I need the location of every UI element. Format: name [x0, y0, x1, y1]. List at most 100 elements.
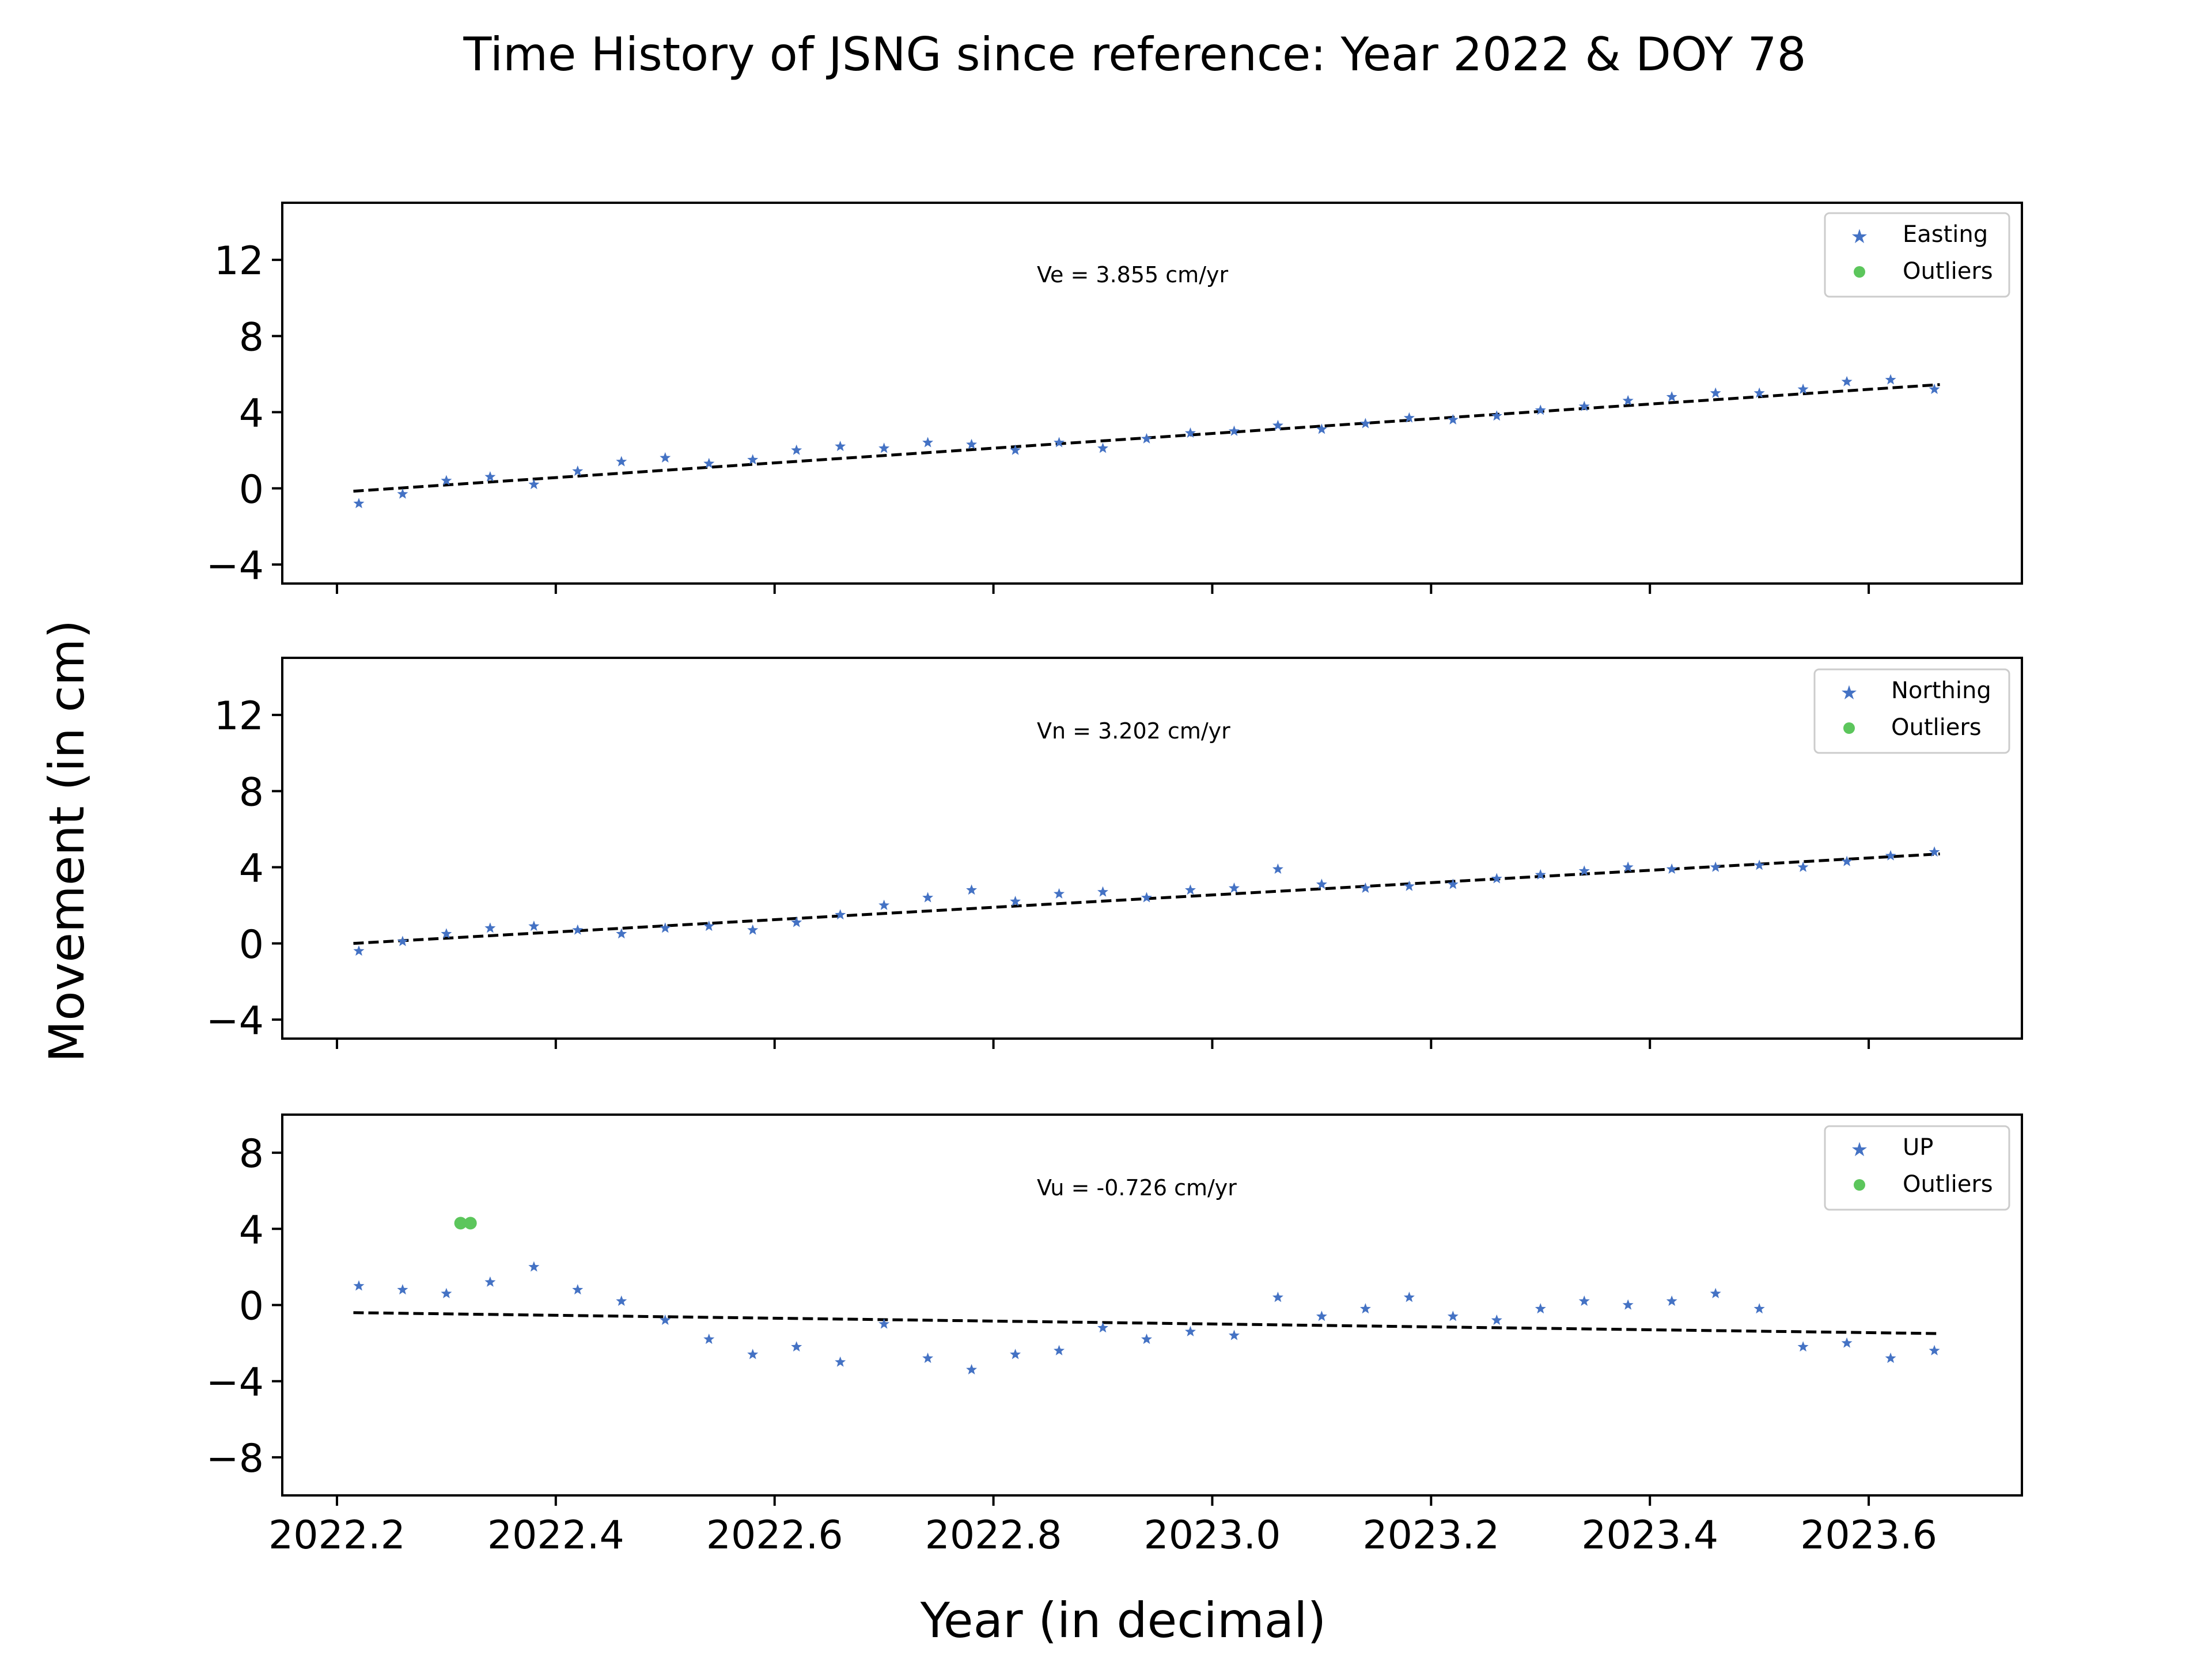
data-point — [660, 1314, 671, 1325]
data-point — [878, 899, 890, 910]
data-point — [966, 884, 978, 895]
data-point — [835, 909, 846, 920]
data-point — [1097, 1322, 1108, 1333]
x-ticks — [335, 584, 1870, 594]
data-point — [441, 928, 452, 939]
legend-dot-icon — [1843, 722, 1855, 734]
legend-label-outliers: Outliers — [1903, 1171, 1993, 1198]
data-point — [616, 1295, 627, 1306]
data-point — [1885, 1353, 1896, 1363]
data-point — [1491, 410, 1502, 421]
x-tick-label: 2023.2 — [1362, 1513, 1499, 1558]
data-point — [1797, 383, 1809, 394]
x-tick-label: 2023.0 — [1143, 1513, 1281, 1558]
data-point — [528, 479, 540, 490]
y-tick-label: −4 — [206, 1360, 264, 1406]
data-point — [1885, 374, 1896, 385]
x-ticks: 2022.2 2022.4 2022.6 2022.8 2023.0 2023.2 2023… — [268, 1495, 1937, 1558]
data-point — [1929, 383, 1940, 394]
y-tick-label: 4 — [239, 1207, 264, 1253]
legend-box — [1824, 1125, 2010, 1211]
data-point — [1491, 873, 1502, 884]
legend-dot-icon — [1854, 1179, 1865, 1191]
y-tick-label: 4 — [239, 391, 264, 437]
data-point — [660, 922, 671, 933]
data-point — [528, 1261, 540, 1272]
data-point — [1666, 391, 1677, 402]
data-point — [922, 437, 934, 448]
data-point — [1185, 427, 1196, 438]
data-point — [1054, 888, 1065, 899]
data-point — [1359, 882, 1371, 893]
data-point — [1403, 880, 1415, 891]
data-point — [1010, 444, 1021, 455]
data-point — [1841, 1337, 1853, 1348]
data-point — [1316, 1310, 1327, 1321]
data-point — [1097, 442, 1108, 453]
trend-line — [353, 1311, 1940, 1335]
data-point — [1535, 869, 1546, 880]
data-point — [1141, 433, 1152, 444]
y-ticks: −4 0 4 8 12 — [206, 238, 282, 589]
data-point — [791, 1341, 802, 1352]
legend-star-icon: ★ — [1840, 681, 1858, 704]
data-point — [1228, 882, 1240, 893]
legend-box — [1824, 212, 2010, 298]
data-point — [703, 457, 715, 468]
data-point — [441, 1287, 452, 1298]
plot-frame — [281, 657, 2023, 1040]
data-point — [1272, 419, 1283, 430]
data-point — [1447, 1310, 1459, 1321]
data-point — [1447, 878, 1459, 889]
y-axis-label: Movement (in cm) — [39, 620, 95, 1062]
data-points — [353, 1261, 1940, 1374]
y-tick-label: 8 — [239, 1131, 264, 1177]
data-point — [1622, 395, 1634, 406]
legend: ★ Northing Outliers — [1813, 668, 2010, 754]
data-point — [484, 922, 496, 933]
data-point — [1185, 1325, 1196, 1336]
data-point — [572, 1284, 584, 1295]
data-point — [1841, 855, 1853, 866]
data-point — [1535, 1303, 1546, 1314]
data-point — [441, 475, 452, 486]
x-tick-label: 2023.4 — [1581, 1513, 1718, 1558]
legend-star-icon: ★ — [1851, 1138, 1868, 1161]
data-point — [878, 1318, 890, 1329]
data-point — [616, 928, 627, 939]
outlier-points — [454, 1217, 477, 1230]
data-point — [747, 924, 759, 935]
data-point — [835, 441, 846, 452]
data-point — [572, 924, 584, 935]
data-point — [1491, 1314, 1502, 1325]
legend: ★ UP Outliers — [1824, 1125, 2010, 1211]
outlier-point — [454, 1217, 467, 1230]
data-point — [1316, 423, 1327, 434]
data-point — [1797, 861, 1809, 872]
data-point — [1185, 884, 1196, 895]
data-point — [1535, 404, 1546, 415]
data-point — [1753, 1303, 1765, 1314]
trend-line-layer — [353, 1311, 1940, 1335]
data-point — [1797, 1341, 1809, 1352]
y-tick-label: 12 — [214, 694, 264, 739]
data-point — [1841, 376, 1853, 387]
legend-dot-icon — [1854, 266, 1865, 278]
data-point — [1929, 1344, 1940, 1355]
data-point — [791, 916, 802, 927]
data-point — [922, 892, 934, 903]
data-point — [1447, 414, 1459, 425]
y-tick-label: −8 — [206, 1436, 264, 1482]
data-point — [1929, 846, 1940, 857]
data-point — [1403, 1291, 1415, 1302]
data-point — [484, 471, 496, 482]
legend-label-series: Easting — [1903, 221, 1988, 248]
data-point — [1403, 412, 1415, 423]
data-point — [572, 465, 584, 476]
data-point — [1010, 896, 1021, 907]
y-tick-label: 0 — [239, 467, 264, 513]
figure-title: Time History of JSNG since reference: Ye… — [463, 28, 1806, 81]
y-tick-label: 0 — [239, 1284, 264, 1330]
y-ticks: −8 −4 0 4 8 — [206, 1131, 282, 1482]
